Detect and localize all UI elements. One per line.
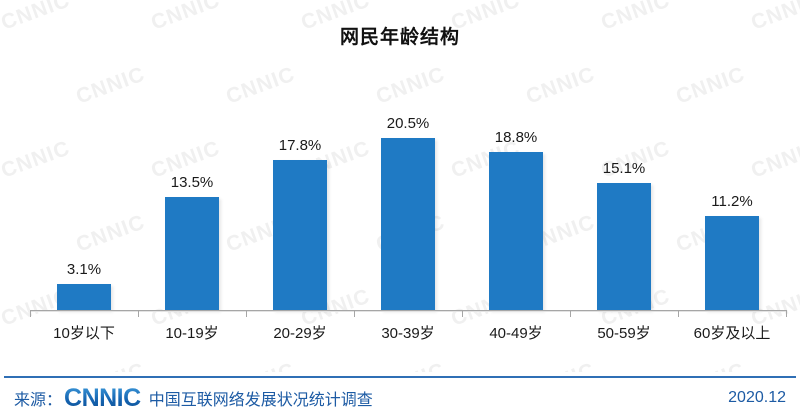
plot-area: 3.1% 13.5% 17.8% 20.5% 18.8% 15.1% 11.2% (30, 60, 786, 310)
x-axis-tick (354, 310, 355, 317)
bar-value-label: 17.8% (278, 137, 322, 154)
bar-value-label: 20.5% (386, 115, 430, 132)
footer-date: 2020.12 (728, 389, 786, 406)
bar[interactable] (381, 138, 435, 310)
bar-slot: 15.1% (570, 60, 678, 310)
bar-slot: 3.1% (30, 60, 138, 310)
x-axis-label: 50-59岁 (597, 325, 651, 342)
x-axis-tick (30, 310, 31, 317)
x-axis-label: 40-49岁 (489, 325, 543, 342)
bar-slot: 17.8% (246, 60, 354, 310)
footer-survey-name: 中国互联网络发展状况统计调查 (148, 392, 373, 409)
cnnic-logo: CNNIC (64, 383, 141, 412)
footer-divider (4, 376, 796, 378)
x-axis-label: 30-39岁 (381, 325, 435, 342)
x-axis-line (30, 310, 786, 311)
x-axis-label: 10岁以下 (53, 325, 115, 342)
bar-slot: 13.5% (138, 60, 246, 310)
x-axis-tick (786, 310, 787, 317)
bar[interactable] (489, 152, 543, 310)
bar-slot: 20.5% (354, 60, 462, 310)
bar-value-label: 13.5% (170, 174, 214, 191)
bar-value-label: 15.1% (602, 160, 646, 177)
x-axis-tick (138, 310, 139, 317)
chart-title: 网民年龄结构 (339, 27, 460, 48)
bar-slot: 18.8% (462, 60, 570, 310)
bar[interactable] (273, 160, 327, 310)
x-axis-tick (462, 310, 463, 317)
footer-content: 来源： CNNIC 中国互联网络发展状况统计调查 2020.12 (0, 378, 800, 418)
x-axis-tick (678, 310, 679, 317)
chart-container: 网民年龄结构 3.1% 13.5% 17.8% 20.5% 18.8% 15.1% 11.2… (30, 27, 787, 356)
bar[interactable] (597, 183, 651, 310)
bar-slot: 11.2% (678, 60, 786, 310)
bar-value-label: 11.2% (711, 193, 753, 210)
footer-source-label: 来源： (14, 392, 63, 409)
bar[interactable] (57, 284, 111, 310)
x-axis-label: 20-29岁 (273, 325, 327, 342)
x-axis-labels: 10岁以下 10-19岁 20-29岁 30-39岁 40-49岁 50-59岁 60岁及以… (30, 322, 786, 356)
x-axis-tick (570, 310, 571, 317)
x-axis-tick (246, 310, 247, 317)
bar-value-label: 3.1% (66, 261, 102, 278)
bar-value-label: 18.8% (494, 129, 538, 146)
bar[interactable] (165, 197, 219, 310)
x-axis-label: 10-19岁 (165, 325, 219, 342)
bar[interactable] (705, 216, 759, 310)
footer-bar: 来源： CNNIC 中国互联网络发展状况统计调查 2020.12 (0, 372, 800, 418)
x-axis-label: 60岁及以上 (693, 325, 771, 342)
